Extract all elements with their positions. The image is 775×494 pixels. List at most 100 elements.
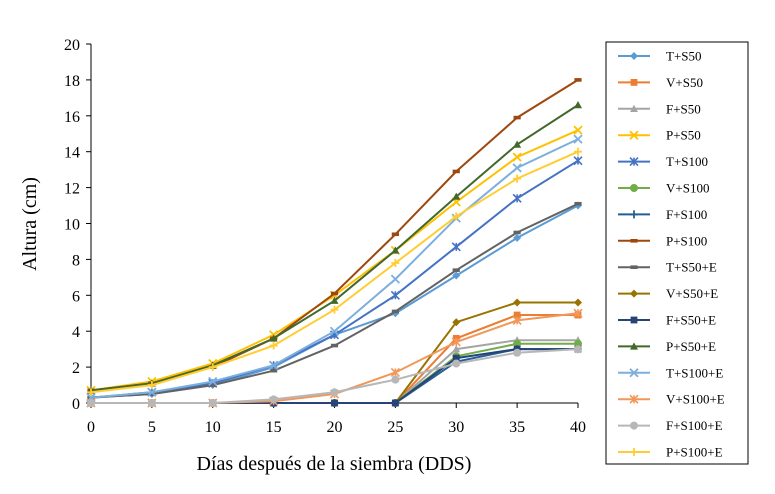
x-tick-label: 25 (387, 419, 403, 436)
legend-label: F+S100+E (666, 418, 723, 433)
legend-item: T+S100+E (618, 365, 723, 380)
series-line (90, 159, 579, 399)
data-point (269, 395, 278, 404)
legend-item: T+S100 (618, 154, 708, 169)
y-tick-label: 20 (64, 37, 80, 54)
data-point (331, 399, 338, 407)
data-point (513, 233, 522, 242)
data-point (513, 311, 521, 319)
legend-label: T+S100+E (666, 365, 723, 380)
legend-swatch-marker (629, 157, 639, 167)
legend-label: P+S50+E (666, 339, 716, 354)
data-point (269, 341, 278, 350)
data-point (452, 169, 460, 174)
data-point (330, 388, 339, 397)
legend-label: P+S50 (666, 128, 701, 143)
y-tick-label: 10 (64, 217, 80, 234)
x-tick-label: 10 (205, 419, 221, 436)
legend-swatch-marker (629, 368, 639, 378)
data-point (391, 309, 399, 314)
data-point (330, 296, 339, 304)
legend-swatch-marker (630, 289, 638, 298)
legend-label: T+S50+E (666, 260, 717, 275)
y-tick-label: 8 (72, 252, 80, 269)
data-point (573, 125, 583, 135)
data-point (451, 337, 461, 347)
legend-item: T+S50+E (618, 260, 717, 275)
x-tick-label: 0 (87, 419, 95, 436)
x-axis-title: Días después de la siembra (DDS) (197, 453, 472, 475)
data-point (391, 375, 400, 384)
data-point (209, 383, 217, 387)
data-point (513, 115, 521, 120)
series-P+S100+E (87, 147, 582, 397)
legend-label: V+S50+E (666, 286, 718, 301)
x-tick-label: 5 (148, 419, 156, 436)
data-point (513, 140, 522, 148)
data-point (573, 134, 583, 144)
legend-swatch-marker (629, 130, 639, 140)
data-point (330, 343, 339, 348)
series-line (91, 301, 578, 404)
data-point (268, 360, 279, 370)
data-point (390, 290, 400, 300)
data-point (452, 268, 460, 272)
legend-label: V+S50 (666, 75, 703, 90)
data-point (573, 308, 583, 318)
legend-label: P+S100+E (666, 445, 723, 460)
legend-label: F+S100 (666, 207, 707, 222)
data-point (452, 345, 461, 353)
legend-swatch-marker (630, 316, 638, 324)
legend-item: T+S50 (618, 49, 702, 64)
legend-item: P+S100+E (618, 445, 723, 460)
x-tick-label: 15 (266, 419, 282, 436)
data-point (452, 354, 460, 362)
data-point (512, 315, 522, 325)
axes: 0 5 10 15 20 25 30 35 40 0 2 4 6 8 10 12 14 16 18 20 (64, 37, 586, 436)
legend-item: P+S50+E (618, 339, 716, 354)
legend-label: F+S50 (666, 101, 701, 116)
legend-swatch-marker (630, 342, 638, 350)
legend-item: F+S50+E (618, 313, 716, 328)
data-point (574, 78, 582, 82)
data-point (574, 298, 582, 307)
data-point (574, 101, 582, 109)
legend-swatch-marker (630, 265, 638, 269)
legend-swatch-marker (630, 104, 638, 112)
series-T+S100+E (86, 134, 583, 403)
legend-item: V+S50 (618, 75, 703, 90)
legend-box (605, 41, 749, 465)
data-point (391, 399, 399, 407)
y-tick-label: 2 (72, 360, 80, 377)
legend-item: P+S100 (618, 233, 707, 248)
legend-item: F+S50 (618, 101, 701, 116)
data-point (330, 291, 339, 296)
series-line (90, 150, 579, 394)
data-point (391, 258, 400, 267)
series-F+S100+E (87, 345, 582, 407)
series-T+S50+E (87, 201, 582, 400)
legend-swatch-marker (630, 79, 638, 86)
y-tick-label: 16 (64, 109, 80, 126)
data-point (574, 345, 582, 354)
series-line (90, 104, 579, 392)
data-point (452, 271, 461, 280)
legend-label: V+S100+E (666, 392, 725, 407)
y-tick-label: 0 (72, 396, 80, 413)
y-tick-label: 14 (64, 145, 80, 162)
legend-swatch-marker (630, 421, 638, 430)
legend-label: F+S50+E (666, 313, 716, 328)
data-point (147, 381, 156, 390)
data-point (148, 392, 156, 396)
legend-item: F+S100+E (618, 418, 723, 433)
x-tick-label: 40 (570, 419, 586, 436)
data-point (391, 246, 400, 254)
data-point (512, 163, 522, 173)
data-point (87, 399, 95, 407)
data-point (452, 318, 461, 327)
legend-item: V+S50+E (618, 286, 718, 301)
data-point (147, 399, 156, 407)
data-point (452, 212, 461, 221)
legend: T+S50 V+S50 F+S50 P+S50 T+S100 V+S100 F+S100 P+… (605, 41, 749, 465)
legend-label: P+S100 (666, 233, 707, 248)
